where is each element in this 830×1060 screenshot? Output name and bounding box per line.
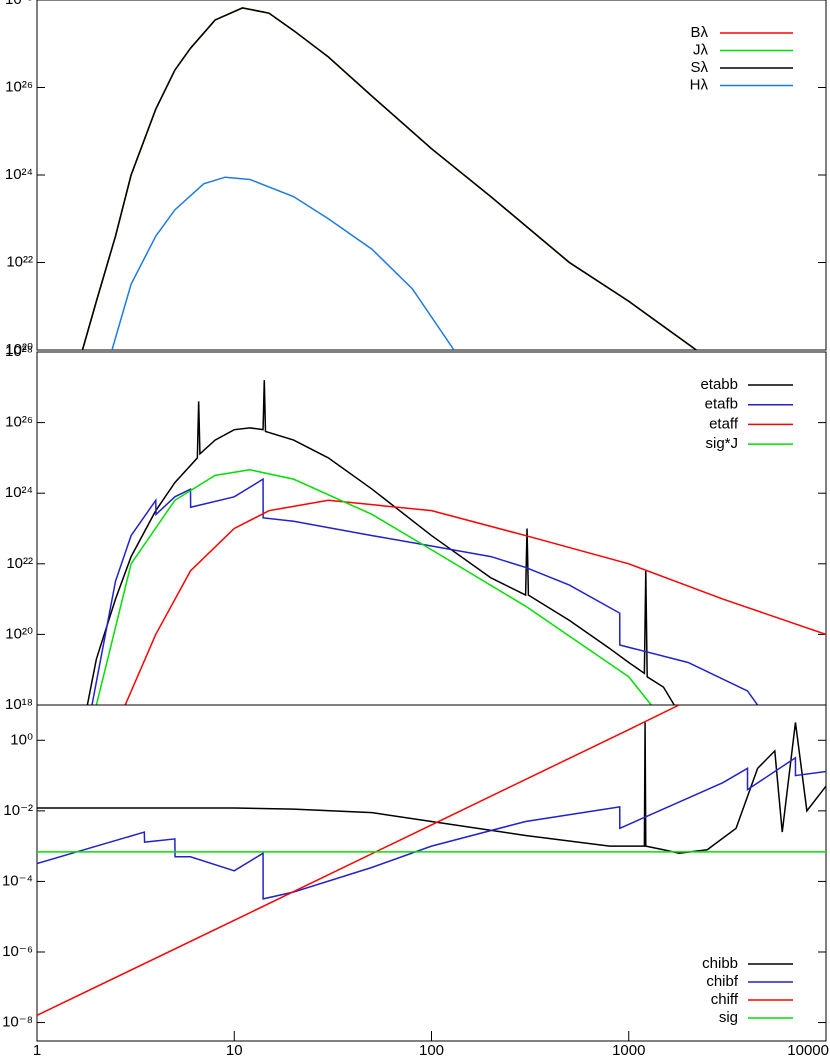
legend-label: chibb [702,955,738,972]
y-tick-label: 10²⁶ [5,414,33,431]
legend-label: etaff [709,415,739,432]
legend-label: sig [719,1009,738,1026]
y-tick-label: 10⁰ [10,731,33,748]
series-line [81,7,697,350]
series-line [37,705,680,1017]
legend-label: etafb [705,396,738,413]
series-line [124,499,826,705]
series-line [86,380,675,705]
y-tick-label: 10²⁰ [5,341,33,358]
series-line [37,756,826,900]
series-line [81,7,697,350]
y-tick-label: 10²⁸ [5,0,33,8]
legend-label: Bλ [690,24,708,41]
legend-label: etabb [700,376,738,393]
plot-frame [36,704,827,1042]
series-line [37,722,826,854]
x-tick-label: 1000 [612,1042,645,1059]
series-line [95,469,652,705]
y-tick-label: 10²⁴ [5,484,33,501]
y-tick-label: 10²² [6,253,33,270]
y-tick-label: 10⁻⁶ [2,943,33,960]
y-tick-label: 10²⁸ [5,343,33,360]
legend-label: Sλ [690,59,708,76]
x-tick-label: 100 [419,1042,444,1059]
y-tick-label: 10⁻² [3,802,33,819]
y-tick-label: 10¹⁸ [5,696,33,713]
x-tick-label: 10 [226,1042,243,1059]
x-tick-label: 10000 [787,1042,829,1059]
y-tick-label: 10²⁶ [5,78,33,95]
y-tick-label: 10²⁴ [5,166,33,183]
legend-label: Jλ [693,41,709,58]
series-line [91,477,759,705]
y-tick-label: 10²⁰ [5,625,33,642]
legend-label: chibf [706,973,739,990]
legend-label: sig*J [705,435,738,452]
y-tick-label: 10⁻⁴ [2,872,33,889]
series-line [81,7,697,350]
y-tick-label: 10⁻⁸ [2,1014,33,1031]
y-tick-label: 10²² [6,555,33,572]
x-tick-label: 1 [33,1042,41,1059]
series-line [111,176,455,350]
legend-label: chiff [711,991,739,1008]
legend-label: Hλ [690,76,709,93]
